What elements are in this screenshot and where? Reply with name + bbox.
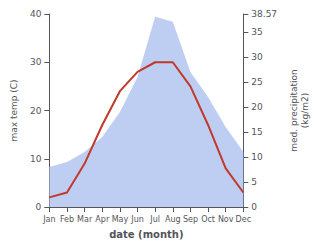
svg-text:Aug: Aug <box>165 215 181 224</box>
svg-text:0: 0 <box>36 202 42 212</box>
svg-text:Feb: Feb <box>60 215 74 224</box>
svg-text:10: 10 <box>30 154 42 164</box>
svg-text:35: 35 <box>251 27 262 37</box>
svg-text:Mar: Mar <box>77 215 93 224</box>
svg-text:40: 40 <box>30 9 42 19</box>
svg-text:Jun: Jun <box>130 215 144 224</box>
svg-text:20: 20 <box>251 102 263 112</box>
svg-text:15: 15 <box>251 127 262 137</box>
svg-text:date (month): date (month) <box>109 229 183 240</box>
svg-text:max temp (C): max temp (C) <box>9 79 19 141</box>
svg-text:20: 20 <box>30 106 42 116</box>
svg-text:Jan: Jan <box>42 215 55 224</box>
svg-text:Dec: Dec <box>236 215 251 224</box>
svg-text:30: 30 <box>30 57 42 67</box>
svg-text:Apr: Apr <box>95 215 110 224</box>
svg-text:Nov: Nov <box>218 215 234 224</box>
svg-text:38.57: 38.57 <box>251 9 277 19</box>
svg-text:(kg/m2): (kg/m2) <box>300 93 310 128</box>
svg-text:30: 30 <box>251 52 263 62</box>
svg-text:Oct: Oct <box>201 215 215 224</box>
svg-text:May: May <box>112 215 129 224</box>
svg-text:10: 10 <box>251 152 263 162</box>
svg-text:Sep: Sep <box>183 215 198 224</box>
svg-text:25: 25 <box>251 77 262 87</box>
svg-text:0: 0 <box>251 202 257 212</box>
svg-text:5: 5 <box>251 177 257 187</box>
svg-text:med. precipitation: med. precipitation <box>289 69 299 151</box>
svg-text:Jul: Jul <box>149 215 160 224</box>
